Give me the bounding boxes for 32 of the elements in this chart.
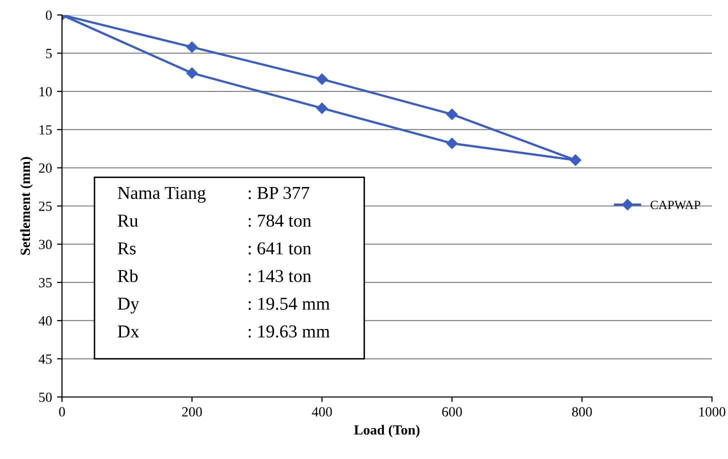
y-tick-label: 25 (39, 202, 52, 211)
y-tick-label: 20 (39, 163, 52, 173)
y-tick-label: 50 (39, 392, 52, 402)
x-tick-label: 600 (442, 407, 462, 416)
y-tick-label: 30 (39, 240, 52, 250)
y-tick-label: 10 (40, 86, 52, 96)
y-tick-label: 40 (38, 316, 52, 326)
annotation: Rs (118, 242, 136, 254)
legend-label: CAPWAP (650, 200, 700, 210)
x-tick-label: 800 (572, 407, 592, 416)
annotation: : 19.54 mm (248, 298, 330, 310)
annotation: Nama Tiang (118, 186, 206, 203)
annotation: : 784 ton (248, 214, 312, 227)
annotation: Ru (118, 214, 138, 227)
y-axis-title: Settlement (mm) (20, 157, 33, 255)
x-axis-title: Load (Ton) (354, 424, 420, 438)
annotation: : 19.63 mm (248, 325, 330, 338)
y-tick-label: 45 (38, 354, 52, 364)
annotation: Rb (118, 269, 138, 282)
x-tick-label: 200 (182, 407, 202, 416)
x-tick-label: 1000 (699, 407, 726, 416)
annotation: Dx (118, 326, 140, 338)
y-tick-label: 15 (40, 125, 52, 135)
annotation: : BP 377 (248, 186, 310, 200)
x-tick-label: 0 (59, 407, 65, 416)
y-tick-label: 0 (46, 10, 52, 20)
annotation: Dy (118, 298, 140, 314)
y-tick-label: 35 (39, 278, 52, 288)
y-tick-label: 5 (46, 48, 52, 58)
annotation: : 641 ton (248, 242, 312, 255)
annotation: : 143 ton (248, 270, 312, 282)
x-tick-label: 400 (312, 407, 332, 416)
